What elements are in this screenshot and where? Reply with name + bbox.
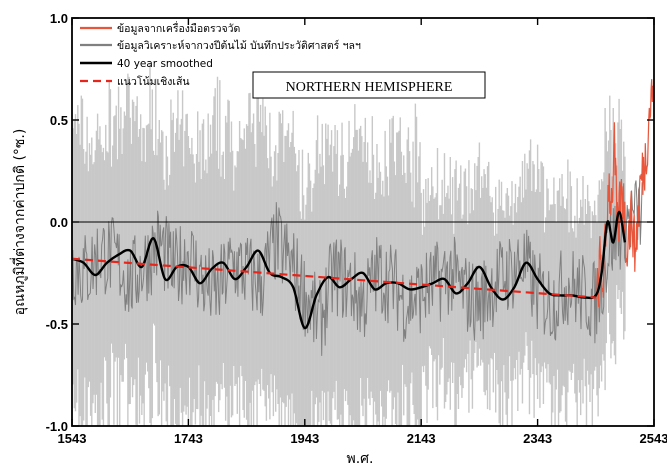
x-tick-label: 2543	[640, 431, 667, 446]
trend-series	[71, 257, 596, 299]
proxy-line	[71, 180, 643, 356]
x-tick-label: 1743	[174, 431, 203, 446]
y-tick-label: 1.0	[50, 11, 68, 26]
y-tick-labels: 1.0 0.5 0.0 -0.5 -1.0	[46, 11, 68, 434]
x-tick-labels: 1543 1743 1943 2143 2343 2543	[58, 431, 667, 446]
uncertainty-band	[71, 63, 626, 426]
y-tick-label: -1.0	[46, 419, 68, 434]
legend-label-trend: แนวโน้มเชิงเส้น	[117, 75, 190, 88]
hemisphere-annotation-box	[252, 71, 486, 99]
axis-ticks	[71, 17, 655, 427]
hemisphere-annotation-text: NORTHERN HEMISPHERE	[286, 80, 453, 95]
legend-label-proxy: ข้อมูลวิเคราะห์จากวงปีต้นไม้ บันทึกประวั…	[117, 39, 361, 52]
y-tick-label: -0.5	[46, 317, 68, 332]
x-tick-label: 2143	[407, 431, 436, 446]
proxy-series	[71, 180, 643, 356]
hemisphere-annotation: NORTHERN HEMISPHERE	[252, 71, 486, 99]
y-tick-label: 0.5	[50, 113, 68, 128]
legend: ข้อมูลจากเครื่องมือตรวจวัด ข้อมูลวิเคราะ…	[80, 21, 361, 88]
x-tick-label: 1943	[290, 431, 319, 446]
y-axis-label: อุณหภูมิที่ต่างจากค่าปกติ (°ซ.)	[10, 129, 28, 316]
x-tick-label: 2343	[523, 431, 552, 446]
legend-label-smoothed: 40 year smoothed	[117, 58, 213, 70]
x-axis-label: พ.ศ.	[346, 451, 373, 467]
y-tick-label: 0.0	[50, 215, 68, 230]
legend-label-instrumental: ข้อมูลจากเครื่องมือตรวจวัด	[117, 21, 240, 35]
x-tick-label: 1543	[58, 431, 87, 446]
trend-line	[71, 257, 596, 299]
